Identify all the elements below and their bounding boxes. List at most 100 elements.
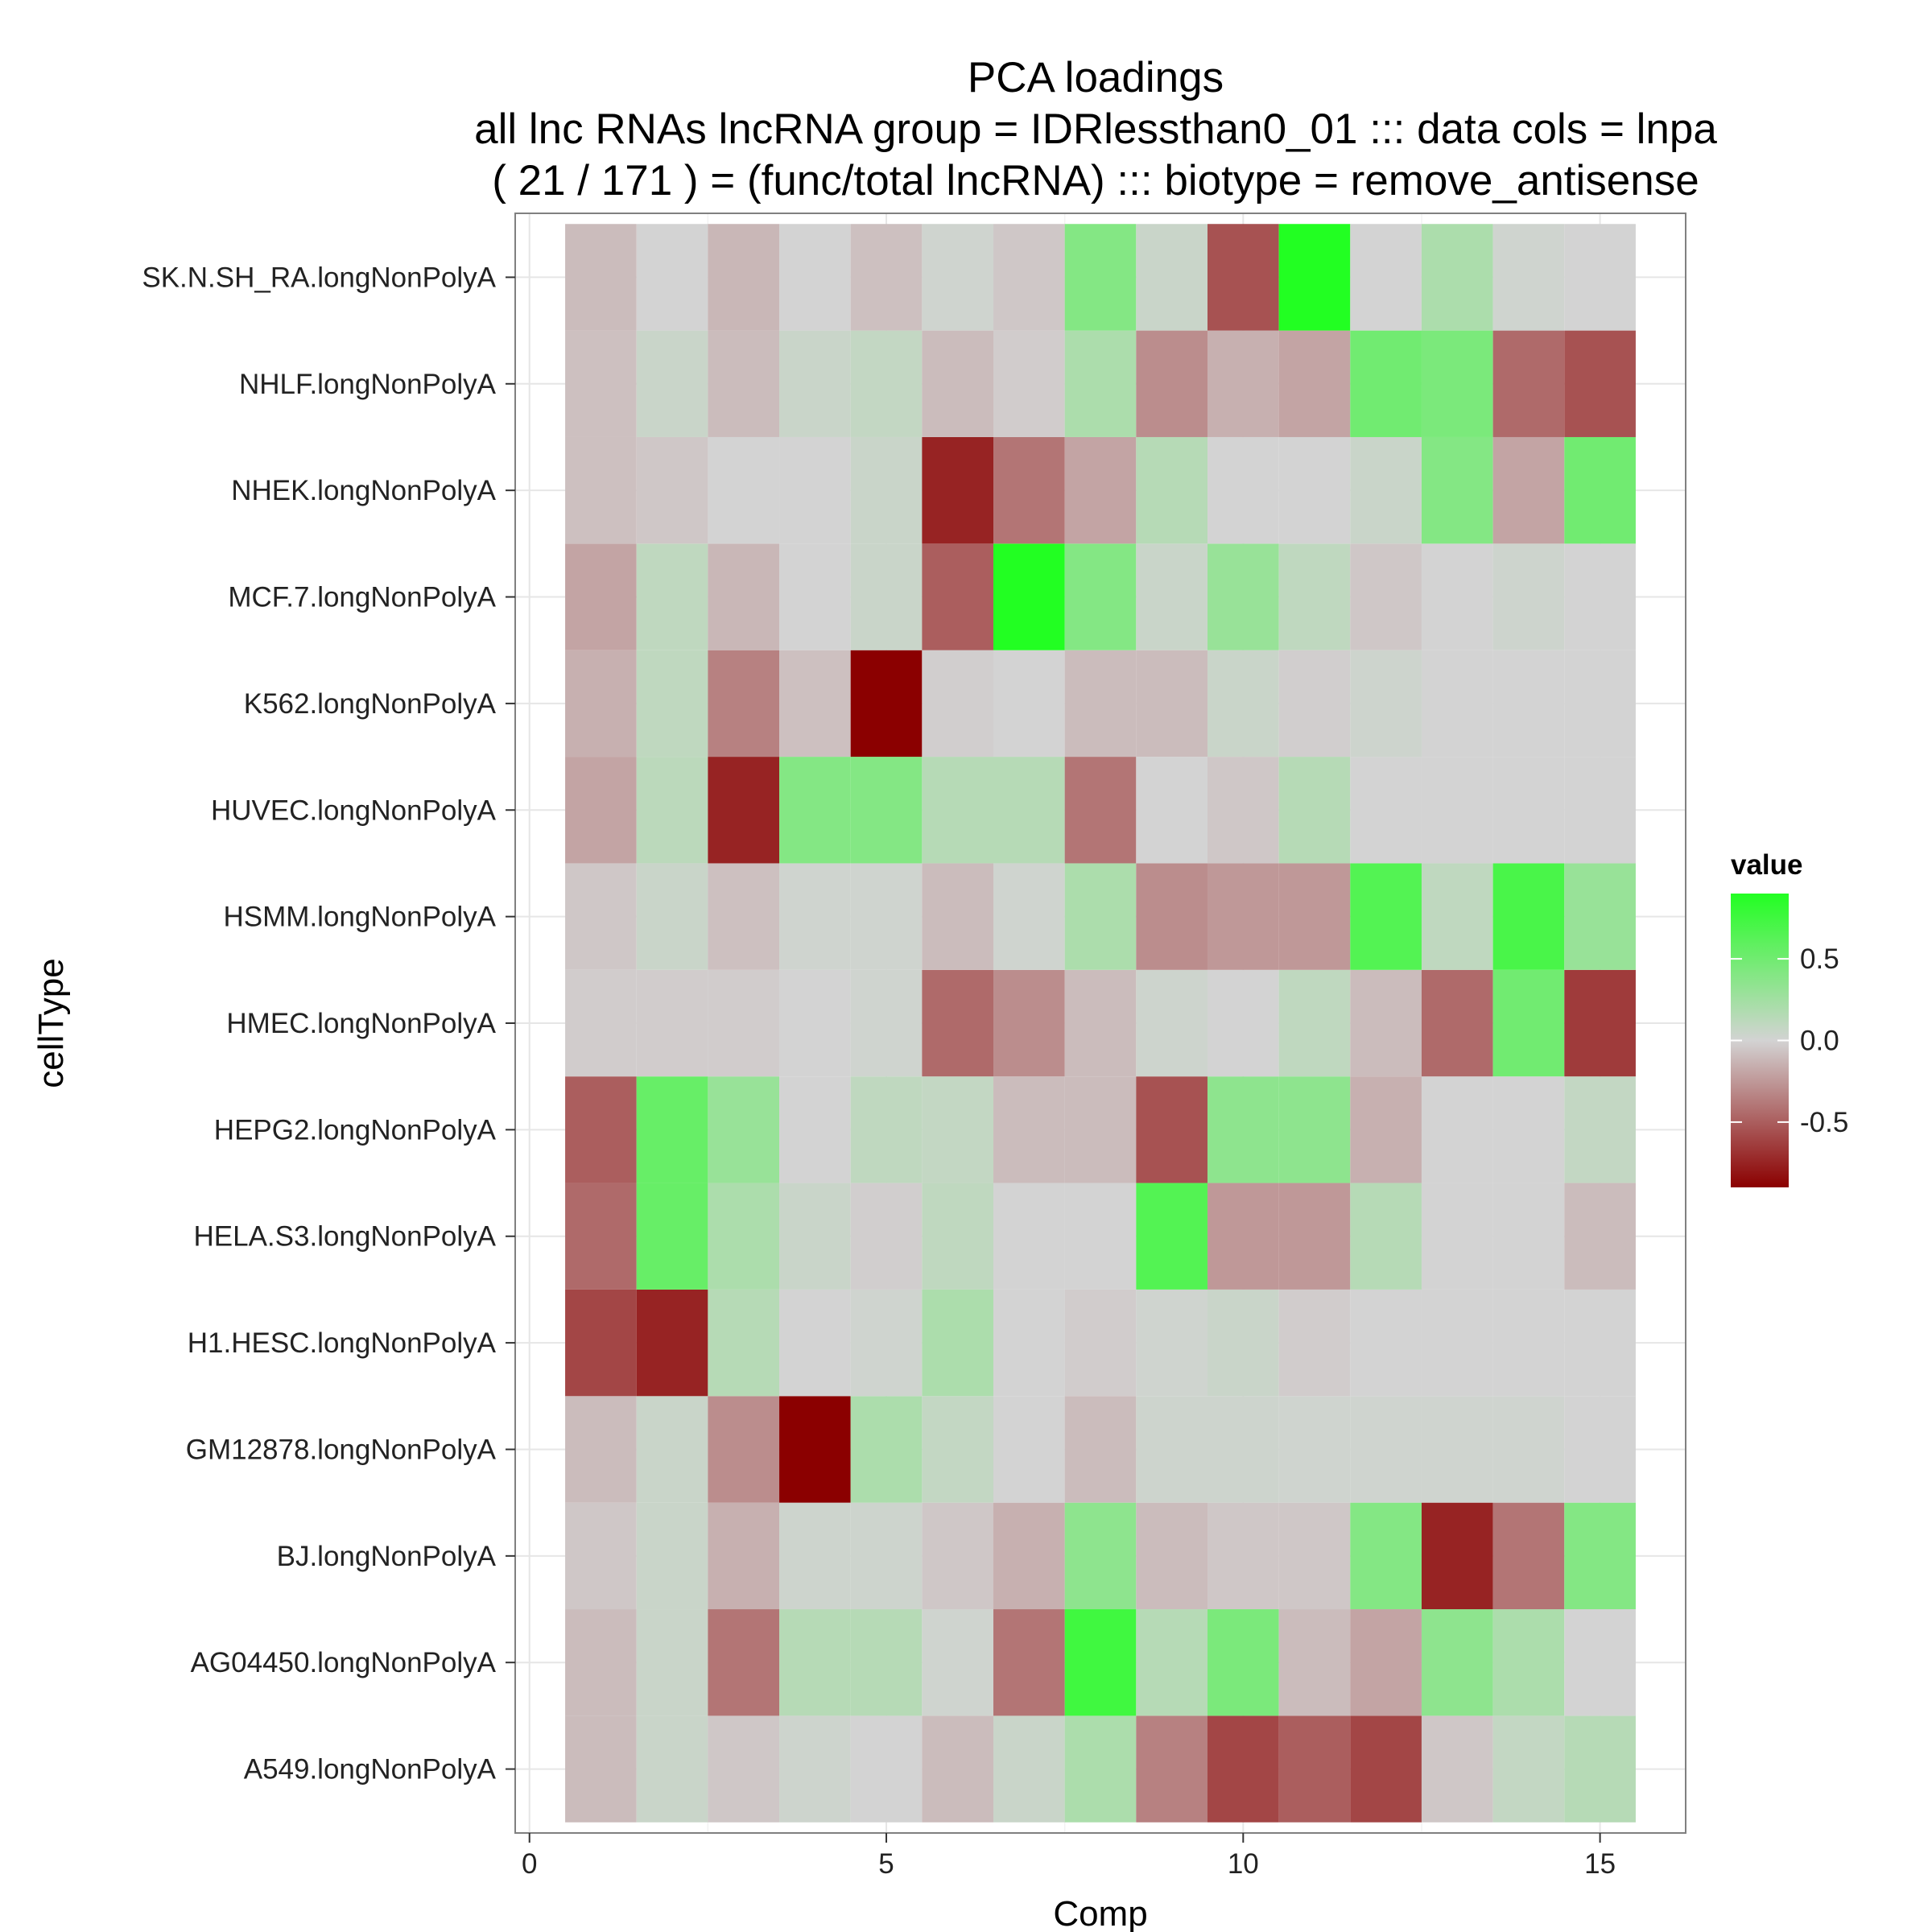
heatmap-cell xyxy=(993,650,1065,758)
heatmap-cell xyxy=(1350,224,1422,331)
y-axis-title: cellType xyxy=(31,958,71,1088)
heatmap-cell xyxy=(1421,330,1493,437)
heatmap-cell xyxy=(1350,1076,1422,1183)
heatmap-cell xyxy=(565,969,637,1077)
heatmap-cell xyxy=(1064,330,1137,437)
heatmap-cell xyxy=(850,863,923,970)
heatmap-cell xyxy=(708,757,780,864)
heatmap-cell xyxy=(636,1502,708,1610)
heatmap-cell xyxy=(922,330,994,437)
heatmap-cell xyxy=(922,1715,994,1823)
heatmap-cell xyxy=(636,1076,708,1183)
heatmap-cell xyxy=(850,650,923,758)
heatmap-cell xyxy=(1564,543,1636,650)
y-axis: A549.longNonPolyA AG04450.longNonPolyA BJ.… xyxy=(142,262,515,1785)
heatmap-cell xyxy=(1564,650,1636,758)
heatmap-cell xyxy=(708,436,780,544)
heatmap-cell xyxy=(1421,436,1493,544)
heatmap-cell xyxy=(1136,1289,1208,1397)
heatmap-cell xyxy=(1278,1183,1351,1290)
heatmap-cell xyxy=(1064,863,1137,970)
heatmap-cell xyxy=(1492,436,1565,544)
heatmap-cell xyxy=(1492,650,1565,758)
heatmap-cell xyxy=(1278,224,1351,331)
heatmap-cell xyxy=(1492,1396,1565,1503)
heatmap-cell xyxy=(1564,1289,1636,1397)
heatmap-cell xyxy=(993,543,1065,650)
heatmap-cell xyxy=(1207,330,1279,437)
heatmap-cell xyxy=(1492,863,1565,970)
heatmap-cell xyxy=(850,436,923,544)
heatmap-cell xyxy=(779,543,851,650)
x-axis: 0 5 10 15 xyxy=(522,1833,1616,1880)
heatmap-cell xyxy=(922,757,994,864)
heatmap-cell xyxy=(993,1502,1065,1610)
heatmap-cell xyxy=(779,863,851,970)
heatmap-cell xyxy=(1207,1715,1279,1823)
heatmap-cell xyxy=(1278,436,1351,544)
heatmap-cell xyxy=(636,436,708,544)
heatmap-cell xyxy=(1136,1502,1208,1610)
heatmap-cell xyxy=(922,1289,994,1397)
heatmap-cell xyxy=(1136,650,1208,758)
heatmap-cell xyxy=(993,757,1065,864)
heatmap-cell xyxy=(922,1609,994,1716)
heatmap-cell xyxy=(993,969,1065,1077)
heatmap-cell xyxy=(993,1715,1065,1823)
heatmap-cell xyxy=(779,757,851,864)
heatmap-cell xyxy=(1064,1183,1137,1290)
heatmap-cell xyxy=(636,1715,708,1823)
y-tick-label: A549.longNonPolyA xyxy=(244,1754,497,1785)
legend: value 0.5 0.0 -0.5 xyxy=(1731,849,1848,1187)
heatmap-cell xyxy=(1136,1183,1208,1290)
heatmap-cell xyxy=(708,1289,780,1397)
heatmap-cell xyxy=(1564,224,1636,331)
x-tick-label: 10 xyxy=(1228,1848,1259,1880)
heatmap-cell xyxy=(850,969,923,1077)
heatmap-cell xyxy=(636,1609,708,1716)
heatmap-cell xyxy=(565,1183,637,1290)
heatmap-cell xyxy=(1064,1609,1137,1716)
heatmap-cell xyxy=(636,969,708,1077)
heatmap-cell xyxy=(1278,1289,1351,1397)
heatmap-cell xyxy=(850,1502,923,1610)
heatmap-cell xyxy=(850,224,923,331)
heatmap-cell xyxy=(1350,757,1422,864)
heatmap-cell xyxy=(1207,757,1279,864)
heatmap-cell xyxy=(779,1289,851,1397)
heatmap-cell xyxy=(1207,1183,1279,1290)
heatmap-cell xyxy=(1350,1609,1422,1716)
heatmap-cell xyxy=(779,1715,851,1823)
heatmap-cell xyxy=(1278,330,1351,437)
heatmap-cell xyxy=(922,1396,994,1503)
heatmap-cell xyxy=(1136,1715,1208,1823)
heatmap-cell xyxy=(993,436,1065,544)
heatmap-cell xyxy=(565,1715,637,1823)
heatmap-cell xyxy=(1207,543,1279,650)
heatmap-cell xyxy=(565,1396,637,1503)
heatmap-cell xyxy=(1207,1076,1279,1183)
heatmap-cell xyxy=(565,543,637,650)
chart-title: PCA loadings xyxy=(967,54,1224,101)
x-tick-label: 5 xyxy=(878,1848,894,1880)
heatmap-cell xyxy=(1421,1076,1493,1183)
y-tick-label: NHLF.longNonPolyA xyxy=(239,369,497,400)
heatmap-cell xyxy=(850,330,923,437)
heatmap-cell xyxy=(1207,650,1279,758)
heatmap-cell xyxy=(993,1183,1065,1290)
heatmap-cell xyxy=(1350,543,1422,650)
heatmap-cell xyxy=(1421,1609,1493,1716)
heatmap-cell xyxy=(565,863,637,970)
heatmap-cell xyxy=(1492,1289,1565,1397)
heatmap-cell xyxy=(1064,1502,1137,1610)
heatmap-cell xyxy=(1421,1715,1493,1823)
heatmap-cell xyxy=(1492,330,1565,437)
y-tick-label: H1.HESC.longNonPolyA xyxy=(188,1327,497,1359)
heatmap-cell xyxy=(1421,969,1493,1077)
heatmap-cell xyxy=(708,1609,780,1716)
heatmap-cell xyxy=(708,224,780,331)
heatmap-cell xyxy=(1564,1609,1636,1716)
heatmap-cells xyxy=(565,224,1636,1823)
heatmap-cell xyxy=(1421,650,1493,758)
